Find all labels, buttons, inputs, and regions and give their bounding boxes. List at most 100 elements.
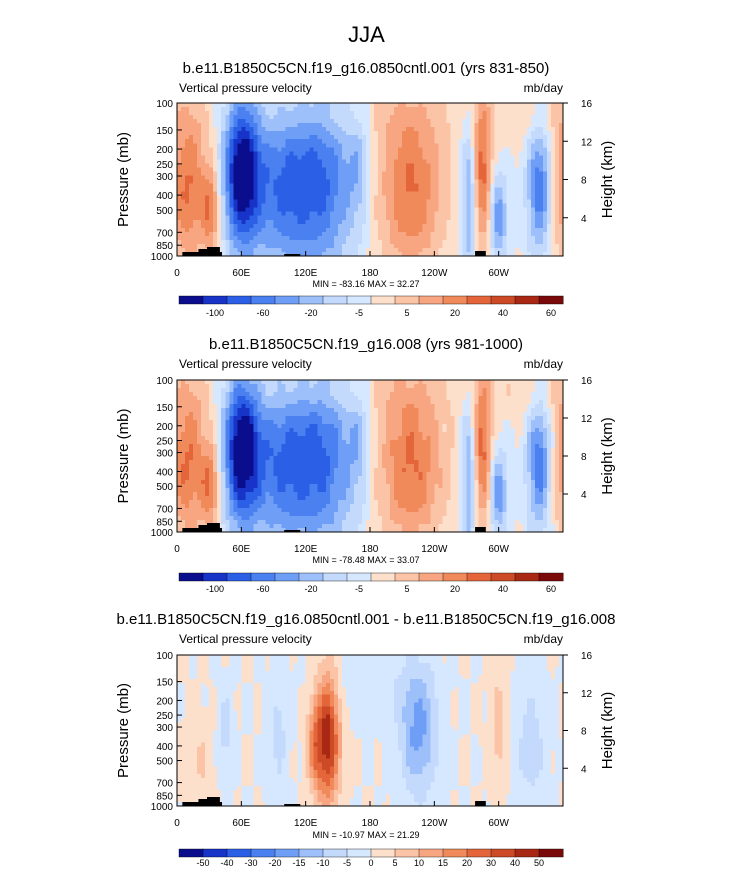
field-cell bbox=[225, 428, 230, 433]
field-cell bbox=[313, 404, 319, 409]
y-tick-label: 400 bbox=[156, 191, 173, 202]
field-cell bbox=[426, 392, 431, 397]
field-cell bbox=[225, 243, 230, 249]
y-tick-label: 850 bbox=[156, 241, 173, 252]
field-cell bbox=[285, 408, 291, 413]
field-cell bbox=[333, 123, 339, 128]
field-cell bbox=[185, 432, 190, 437]
field-cell bbox=[530, 408, 536, 413]
field-cell bbox=[281, 135, 287, 140]
field-cell bbox=[450, 412, 456, 417]
field-cell bbox=[474, 139, 480, 144]
field-cell bbox=[506, 231, 512, 237]
field-cell bbox=[522, 155, 528, 160]
field-cell bbox=[181, 131, 186, 136]
field-cell bbox=[305, 211, 311, 217]
field-cell bbox=[229, 416, 234, 421]
field-cell bbox=[313, 127, 319, 132]
field-cell bbox=[402, 203, 407, 209]
field-cell bbox=[402, 159, 407, 164]
field-cell bbox=[237, 127, 242, 132]
field-cell bbox=[498, 235, 504, 241]
field-cell bbox=[225, 235, 230, 241]
field-cell bbox=[337, 147, 343, 152]
field-cell bbox=[374, 131, 379, 136]
field-cell bbox=[378, 420, 383, 425]
field-cell bbox=[285, 384, 291, 389]
field-cell bbox=[201, 151, 206, 156]
field-cell bbox=[365, 235, 371, 241]
field-cell bbox=[305, 416, 311, 421]
field-cell bbox=[253, 139, 259, 144]
field-cell bbox=[365, 143, 371, 148]
field-cell bbox=[233, 388, 238, 393]
field-cell bbox=[337, 119, 343, 124]
field-cell bbox=[478, 243, 484, 249]
field-cell bbox=[349, 143, 355, 148]
field-cell bbox=[365, 251, 371, 257]
field-cell bbox=[494, 223, 500, 229]
field-cell bbox=[277, 404, 283, 409]
field-cell bbox=[502, 424, 508, 429]
field-cell bbox=[474, 111, 480, 116]
field-cell bbox=[406, 175, 411, 181]
field-cell bbox=[438, 147, 443, 152]
field-cell bbox=[189, 175, 194, 181]
field-cell bbox=[301, 404, 307, 409]
field-cell bbox=[313, 211, 319, 217]
field-cell bbox=[337, 195, 343, 201]
field-cell bbox=[261, 203, 267, 209]
field-cell bbox=[205, 428, 210, 433]
field-cell bbox=[201, 199, 206, 205]
field-cell bbox=[293, 187, 299, 193]
field-cell bbox=[281, 179, 287, 185]
field-cell bbox=[197, 420, 202, 425]
field-cell bbox=[301, 159, 307, 164]
field-cell bbox=[217, 424, 222, 429]
field-cell bbox=[462, 251, 468, 257]
field-cell bbox=[538, 207, 544, 213]
field-cell bbox=[189, 420, 194, 425]
field-cell bbox=[261, 107, 267, 112]
field-cell bbox=[522, 175, 528, 181]
field-cell bbox=[510, 115, 516, 120]
field-cell bbox=[309, 155, 315, 160]
field-cell bbox=[321, 179, 327, 185]
field-cell bbox=[217, 191, 222, 197]
field-cell bbox=[273, 211, 279, 217]
field-cell bbox=[538, 111, 544, 116]
field-cell bbox=[273, 420, 279, 425]
field-cell bbox=[410, 231, 415, 237]
field-cell bbox=[345, 223, 351, 229]
field-cell bbox=[550, 380, 556, 385]
field-cell bbox=[538, 215, 544, 221]
field-cell bbox=[285, 139, 291, 144]
field-cell bbox=[305, 203, 311, 209]
field-cell bbox=[494, 235, 500, 241]
field-cell bbox=[470, 428, 476, 433]
field-cell bbox=[410, 211, 415, 217]
field-cell bbox=[201, 103, 206, 108]
field-cell bbox=[498, 227, 504, 233]
field-cell bbox=[193, 203, 198, 209]
field-cell bbox=[249, 175, 254, 181]
field-cell bbox=[329, 416, 335, 421]
field-cell bbox=[502, 199, 508, 205]
field-cell bbox=[402, 195, 407, 201]
field-cell bbox=[241, 235, 246, 241]
field-cell bbox=[498, 388, 504, 393]
field-cell bbox=[197, 211, 202, 217]
field-cell bbox=[297, 183, 303, 189]
field-cell bbox=[402, 171, 407, 177]
field-cell bbox=[486, 384, 492, 389]
field-cell bbox=[434, 251, 439, 257]
field-cell bbox=[434, 223, 439, 229]
field-cell bbox=[233, 215, 238, 221]
field-cell bbox=[498, 123, 504, 128]
field-cell bbox=[490, 195, 496, 201]
field-cell bbox=[237, 428, 242, 433]
field-cell bbox=[361, 416, 367, 421]
field-cell bbox=[442, 203, 447, 209]
field-cell bbox=[225, 115, 230, 120]
field-cell bbox=[325, 384, 331, 389]
